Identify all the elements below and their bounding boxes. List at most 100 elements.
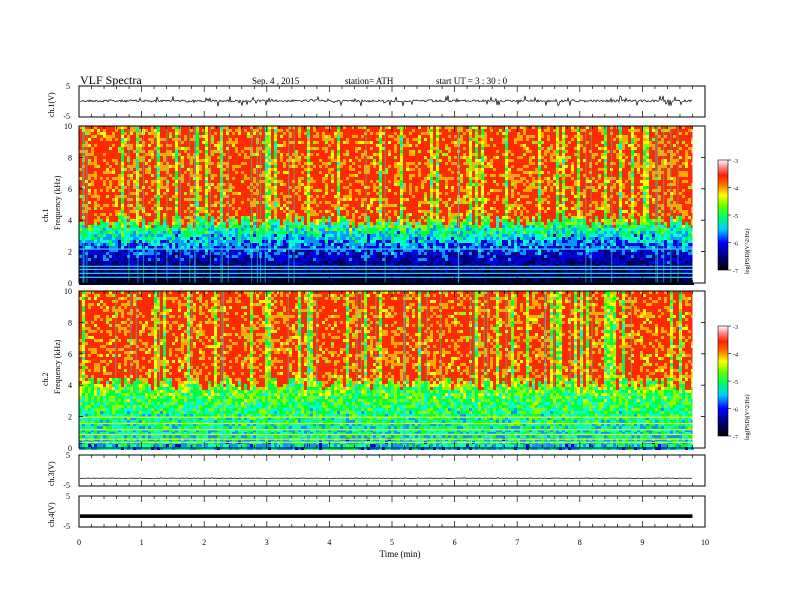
ch2-spectrogram-streak — [470, 291, 471, 448]
ch1-spectrogram-streak — [366, 126, 367, 283]
time-tick-label: 0 — [77, 538, 81, 547]
ch1-spectrogram-streak — [166, 126, 167, 283]
time-tick-label: 5 — [390, 538, 394, 547]
ch2-colorbar-ticks: -3-4-5-6-7 — [728, 325, 738, 441]
ch2-spectrogram-streak — [631, 291, 632, 448]
ch2-spectrogram-streak — [592, 291, 593, 448]
ch2-spectrogram-no-data — [692, 291, 705, 448]
ch2-spectrogram-streak — [115, 291, 116, 448]
ch1-spectrogram-streak — [251, 126, 252, 283]
time-tick-label: 2 — [202, 538, 206, 547]
start-time-label: start UT = 3 : 30 : 0 — [436, 76, 508, 86]
ch2-spectrogram-ytick-label: 4 — [68, 381, 72, 390]
ch1-spectrogram-streak — [83, 126, 84, 283]
ch2-colorbar-tick-label: -3 — [733, 325, 738, 331]
ch1-spectrogram-line — [79, 248, 692, 249]
ch2-spectrogram-image — [79, 291, 705, 450]
ch1-spectrogram-streak — [86, 126, 87, 283]
date-label: Sep. 4 , 2015 — [252, 76, 300, 86]
ch2-spectrogram-streak — [308, 291, 309, 448]
time-tick-label: 7 — [515, 538, 519, 547]
ch2-spectrogram-streak — [427, 291, 428, 448]
ch1-colorbar-tick-label: -7 — [733, 269, 738, 275]
ch2-spectrogram-line — [79, 442, 692, 443]
ch2-spectrogram-channel-label: ch.2 — [41, 372, 50, 386]
ch1-spectrogram-streak — [194, 126, 195, 283]
ch1-spectrogram-image — [79, 126, 705, 285]
ch1-ytick-top: 5 — [66, 82, 70, 91]
time-tick-label: 4 — [327, 538, 331, 547]
ch3-waveform-ylabel: ch.3(V) — [47, 461, 56, 486]
ch2-spectrogram-streak — [474, 291, 475, 448]
ch2-spectrogram-streak — [356, 291, 357, 448]
ch2-spectrogram-line — [79, 429, 692, 430]
ch2-spectrogram-streak — [300, 291, 301, 448]
ch1-spectrogram-streak — [385, 126, 386, 283]
ch1-spectrogram-ylabel: Frequency (kHz) — [53, 175, 62, 230]
ch2-spectrogram-streak — [506, 291, 507, 448]
ch1-colorbar-tick-label: -5 — [733, 214, 738, 220]
ch1-spectrogram-line — [79, 266, 692, 267]
ch2-spectrogram-streak — [680, 291, 681, 448]
ch2-spectrogram-streak — [487, 291, 488, 448]
ch2-spectrogram-ytick-label: 10 — [64, 287, 72, 296]
ch2-spectrogram-streak — [545, 291, 546, 448]
ch2-spectrogram-streak — [288, 291, 289, 448]
ch1-spectrogram-streak — [210, 126, 211, 283]
ch2-spectrogram-streak — [361, 291, 362, 448]
ch1-spectrogram-ytick-label: 8 — [68, 153, 72, 162]
time-tick-label: 10 — [701, 538, 709, 547]
ch2-spectrogram-streak — [136, 291, 137, 448]
time-axis-label: Time (min) — [380, 549, 421, 559]
ch1-spectrogram-streak — [678, 126, 679, 283]
ch2-spectrogram-streak — [440, 291, 441, 448]
time-tick-label: 3 — [265, 538, 269, 547]
ch2-colorbar-tick-label: -6 — [733, 408, 738, 414]
ch2-spectrogram-ytick-label: 6 — [68, 350, 72, 359]
ch4-waveform-line — [80, 514, 692, 518]
ch1-spectrogram-streak — [228, 126, 229, 283]
ch1-colorbar-ticks: -3 -4 -5 -6 -7 — [728, 159, 738, 275]
ch1-spectrogram-line — [79, 277, 692, 278]
ch1-colorbar-tick-label: -3 — [733, 159, 738, 165]
ch4-waveform-ylabel: ch.4(V) — [47, 502, 56, 527]
ch4-ytick-bottom: -5 — [63, 522, 70, 531]
ch2-spectrogram-streak — [191, 291, 192, 448]
ch1-spectrogram-streak — [611, 126, 612, 283]
ch1-spectrogram-streak — [137, 126, 138, 283]
ch2-spectrogram-streak — [581, 291, 582, 448]
ch1-colorbar-tick-label: -6 — [733, 242, 738, 248]
ch1-spectrogram-ytick-label: 10 — [64, 122, 72, 131]
ch4-ytick-top: 5 — [66, 492, 70, 501]
ch2-spectrogram-streak — [404, 291, 405, 448]
ch1-waveform-ylabel: ch.1(V) — [47, 92, 56, 117]
ch2-spectrogram-line — [79, 417, 692, 418]
ch1-colorbar-label: log(PSD)(V^2/Hz) — [744, 229, 751, 274]
ch1-spectrogram-ytick-label: 2 — [68, 248, 72, 257]
ch2-spectrogram-line — [79, 423, 692, 424]
time-tick-label: 8 — [578, 538, 582, 547]
ch1-colorbar-tick-label: -4 — [733, 187, 738, 193]
ch2-spectrogram-line — [79, 439, 692, 440]
ch1-spectrogram-streak — [458, 126, 459, 283]
ch1-spectrogram-streak — [591, 126, 592, 283]
ch1-spectrogram-streak — [657, 126, 658, 283]
ch2-spectrogram-streak — [221, 291, 222, 448]
ch2-colorbar-tick-label: -5 — [733, 380, 738, 386]
ch1-spectrogram-line — [79, 269, 692, 270]
ch4-waveform-panel: 5 -5 ch.4(V) — [47, 492, 705, 531]
ch2-colorbar-tick-label: -7 — [733, 435, 738, 441]
ch3-waveform-panel: 5 -5 ch.3(V) — [47, 451, 705, 490]
ch2-spectrogram-streak — [554, 291, 555, 448]
ch2-spectrogram-ytick-label: 2 — [68, 413, 72, 422]
ch1-spectrogram-streak — [663, 126, 664, 283]
ch1-spectrogram-streak — [222, 126, 223, 283]
ch1-spectrogram-no-data — [692, 126, 705, 283]
ch1-spectrogram-streak — [655, 126, 656, 283]
ch1-spectrogram-streak — [143, 126, 144, 283]
time-tick-label: 1 — [140, 538, 144, 547]
ch2-spectrogram-streak — [375, 291, 376, 448]
